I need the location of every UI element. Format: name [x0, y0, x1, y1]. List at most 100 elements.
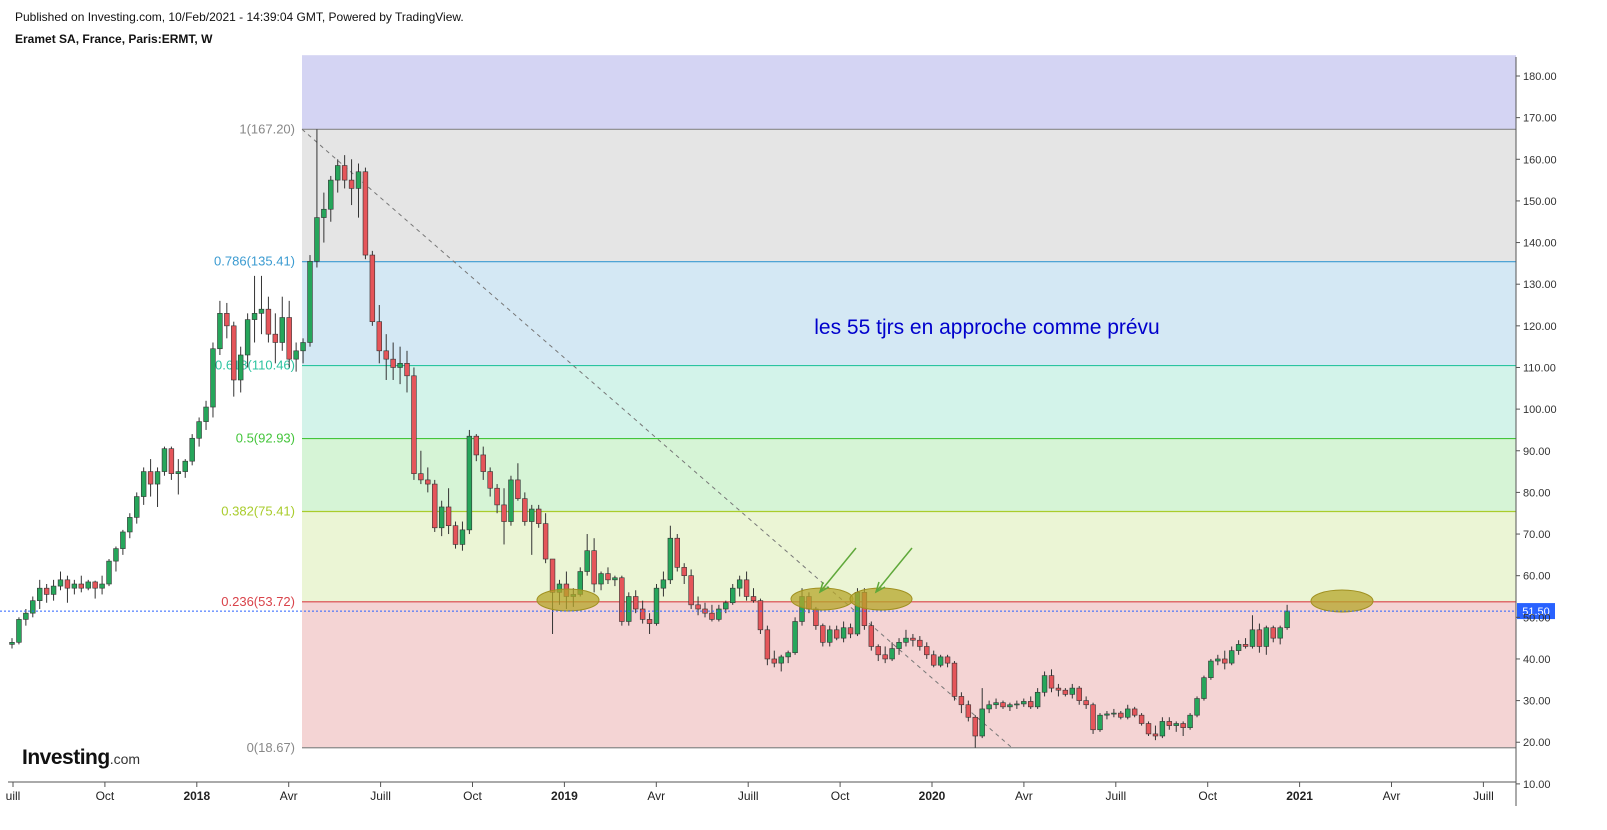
candlesticks	[9, 129, 1290, 748]
candle-body	[425, 479, 431, 485]
candle-body	[494, 487, 500, 506]
x-tick-label: Oct	[1198, 789, 1217, 803]
candle-body	[1028, 701, 1034, 708]
candle-body	[695, 604, 701, 610]
y-tick-label: 40.00	[1523, 654, 1551, 666]
candle-body	[674, 537, 680, 568]
candle-body	[438, 506, 445, 529]
candle-body	[771, 658, 778, 664]
candle-body	[404, 363, 410, 377]
x-tick-label: 2018	[183, 789, 210, 803]
candle-body	[397, 363, 403, 368]
candle-body	[1076, 687, 1082, 701]
arrow-head	[818, 581, 830, 594]
fib-zone	[302, 601, 1516, 748]
candle-body	[1173, 723, 1179, 726]
candle-body	[1055, 687, 1062, 691]
candle-body	[71, 583, 78, 589]
candle-body	[646, 619, 653, 624]
candle-body	[300, 342, 306, 352]
fib-zone	[302, 55, 1516, 130]
candle-body	[161, 448, 168, 472]
candle-body	[1069, 687, 1075, 695]
candle-body	[979, 708, 985, 737]
fib-label: 0(18.67)	[247, 740, 295, 755]
candle-body	[57, 579, 64, 587]
candle-body	[258, 308, 265, 314]
y-tick-label: 170.00	[1523, 113, 1557, 125]
y-tick-label: 70.00	[1523, 529, 1551, 541]
arrow-head	[874, 581, 886, 594]
candle-body	[1263, 627, 1270, 647]
candle-body	[827, 629, 833, 643]
candle-body	[764, 629, 771, 660]
candle-body	[1277, 627, 1283, 639]
fib-zone	[302, 365, 1516, 439]
candle-body	[501, 504, 507, 522]
candle-body	[958, 696, 965, 706]
candle-body	[723, 602, 729, 610]
candle-body	[972, 716, 978, 737]
candle-body	[639, 608, 646, 620]
candle-body	[452, 525, 459, 545]
candle-body	[237, 354, 244, 381]
candle-body	[986, 704, 992, 710]
candle-body	[43, 587, 50, 595]
candle-body	[1000, 702, 1006, 708]
x-tick-label: Oct	[831, 789, 850, 803]
candle-body	[1007, 704, 1013, 708]
candle-body	[78, 583, 85, 589]
candle-body	[1118, 712, 1124, 718]
candle-body	[466, 435, 473, 531]
x-tick-label: Juill	[370, 789, 391, 803]
candle-body	[1201, 677, 1207, 699]
candle-body	[1034, 691, 1041, 708]
candle-body	[189, 437, 195, 462]
fib-label: 0.786(135.41)	[214, 254, 295, 269]
candle-body	[896, 642, 902, 649]
candle-body	[418, 473, 424, 481]
candle-body	[1152, 733, 1159, 737]
y-tick-label: 130.00	[1523, 279, 1557, 291]
fib-zone	[302, 511, 1516, 602]
candle-body	[376, 321, 382, 352]
candle-body	[16, 619, 22, 643]
candle-body	[598, 573, 604, 585]
fib-label: 0.382(75.41)	[221, 504, 295, 519]
candle-body	[286, 317, 292, 360]
candle-body	[910, 637, 916, 641]
candle-body	[203, 406, 209, 422]
y-tick-label: 120.00	[1523, 321, 1557, 333]
candle-body	[231, 325, 237, 381]
candle-body	[542, 523, 549, 560]
candle-body	[944, 656, 951, 664]
candle-body	[820, 625, 826, 643]
candle-body	[903, 637, 909, 643]
candle-body	[619, 577, 625, 622]
candle-body	[681, 567, 687, 576]
x-tick-label: 2019	[551, 789, 578, 803]
candle-body	[868, 625, 875, 647]
arrow-line	[819, 547, 857, 593]
candle-body	[99, 583, 105, 589]
candle-body	[1083, 700, 1089, 706]
fib-label: 0.5(92.93)	[236, 431, 295, 446]
y-tick-label: 160.00	[1523, 154, 1557, 166]
candle-body	[833, 629, 840, 639]
candle-body	[244, 319, 251, 356]
candle-body	[23, 612, 29, 620]
candle-body	[362, 171, 369, 256]
candle-body	[937, 656, 944, 666]
x-tick-label: Juill	[1105, 789, 1126, 803]
candle-body	[272, 333, 279, 343]
candle-body	[314, 217, 320, 262]
fib-trend-line	[301, 128, 1013, 749]
y-tick-label: 110.00	[1523, 362, 1556, 374]
x-tick-label: Avr	[1383, 789, 1401, 803]
candle-body	[660, 579, 667, 589]
candle-body	[50, 585, 57, 595]
candle-body	[1111, 712, 1117, 715]
x-tick-label: uill	[6, 789, 21, 803]
candle-body	[154, 471, 161, 485]
